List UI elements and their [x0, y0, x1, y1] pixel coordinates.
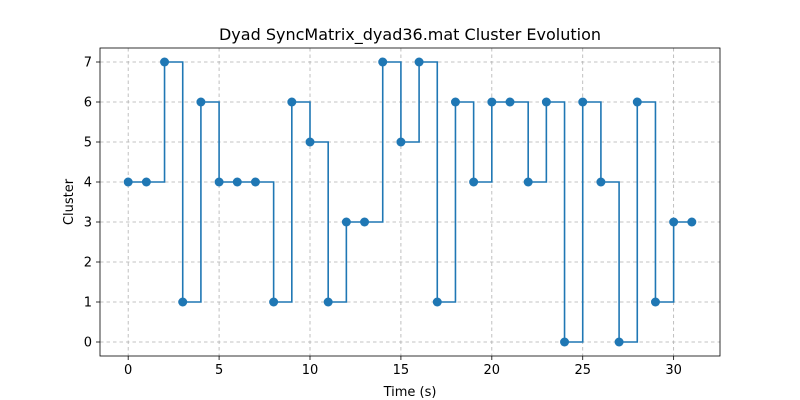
data-point	[123, 177, 133, 187]
data-point	[596, 177, 606, 187]
x-tick-label: 20	[484, 363, 501, 378]
data-point	[360, 217, 370, 227]
data-point	[650, 297, 660, 307]
data-point	[287, 97, 297, 107]
data-point	[160, 57, 170, 67]
data-point	[196, 97, 206, 107]
data-point	[523, 177, 533, 187]
data-point	[341, 217, 351, 227]
data-point	[432, 297, 442, 307]
y-tick-label: 3	[84, 216, 92, 231]
data-point	[178, 297, 188, 307]
data-point	[614, 337, 624, 347]
data-point	[414, 57, 424, 67]
data-point	[378, 57, 388, 67]
x-tick-label: 10	[302, 363, 319, 378]
x-tick-label: 0	[124, 363, 132, 378]
data-point	[469, 177, 479, 187]
plot-frame	[99, 47, 721, 357]
data-point	[396, 137, 406, 147]
series-layer	[123, 57, 697, 347]
data-point	[269, 297, 279, 307]
x-tick-label: 5	[215, 363, 223, 378]
data-point	[560, 337, 570, 347]
data-point	[632, 97, 642, 107]
y-tick-label: 6	[84, 96, 92, 111]
y-tick-label: 2	[84, 256, 92, 271]
y-tick-label: 0	[84, 336, 92, 351]
x-tick-label: 25	[574, 363, 591, 378]
data-point	[305, 137, 315, 147]
data-point	[669, 217, 679, 227]
data-point	[541, 97, 551, 107]
data-point	[250, 177, 260, 187]
data-point	[687, 217, 697, 227]
y-tick-label: 4	[84, 176, 92, 191]
data-point	[141, 177, 151, 187]
y-tick-label: 7	[84, 56, 92, 71]
data-point	[578, 97, 588, 107]
y-tick-label: 1	[84, 296, 92, 311]
y-axis-label: Cluster	[62, 178, 77, 225]
data-point	[450, 97, 460, 107]
chart-title: Dyad SyncMatrix_dyad36.mat Cluster Evolu…	[219, 25, 601, 45]
axis-ticks: 0 5 10 15 20 25 30 0 1 2 3 4 5 6 7	[84, 56, 682, 379]
data-point	[232, 177, 242, 187]
x-tick-label: 30	[665, 363, 682, 378]
y-tick-label: 5	[84, 136, 92, 151]
x-axis-label: Time (s)	[383, 385, 437, 400]
data-point	[323, 297, 333, 307]
data-point	[505, 97, 515, 107]
x-tick-label: 15	[393, 363, 410, 378]
data-point	[487, 97, 497, 107]
data-point	[214, 177, 224, 187]
